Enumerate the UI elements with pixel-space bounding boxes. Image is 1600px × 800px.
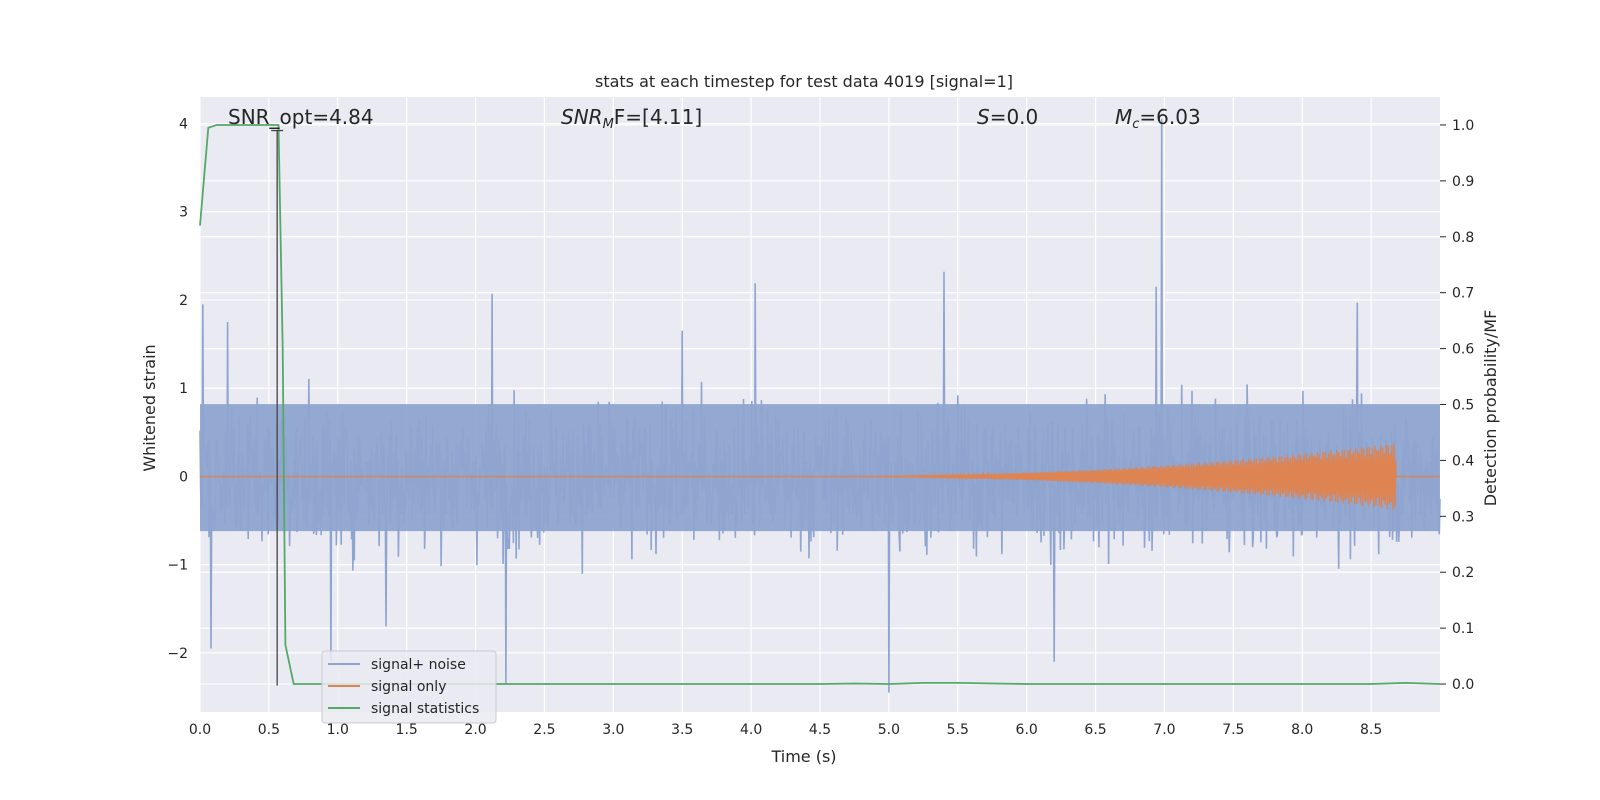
series-signal-only — [200, 443, 1440, 510]
annotation-snr-mf-sub: M — [603, 117, 614, 132]
marker-line — [271, 129, 284, 686]
x-tick-15: 7.5 — [1222, 722, 1244, 738]
x-tick-17: 8.5 — [1360, 722, 1382, 738]
y-tick-0: −2 — [167, 646, 188, 662]
signal-only-line — [200, 443, 1440, 510]
annotation-mc: Mc=6.03 — [1115, 105, 1201, 132]
annotation-snr-opt: SNR_opt=4.84 — [228, 105, 374, 129]
annotation-mc-sub: c — [1132, 117, 1139, 132]
annotation-snr-mf: SNRMF=[4.11] — [561, 105, 702, 132]
y-right-tick-4: 0.4 — [1452, 453, 1474, 469]
y-right-tick-3: 0.3 — [1452, 509, 1474, 525]
legend-label-signal-only: signal only — [371, 679, 446, 695]
x-tick-7: 3.5 — [671, 722, 693, 738]
y-right-tick-6: 0.6 — [1452, 342, 1474, 358]
y-right-tick-0: 0.0 — [1452, 677, 1474, 693]
x-tick-6: 3.0 — [602, 722, 624, 738]
y-right-tick-7: 0.7 — [1452, 286, 1474, 302]
noise-line — [199, 119, 1441, 693]
x-axis-ticks: 0.0 0.5 1.0 1.5 2.0 2.5 3.0 3.5 4.0 4.5 5.0 5.5 6.0 6… — [189, 722, 1382, 738]
y-right-tick-8: 0.8 — [1452, 230, 1474, 246]
y-right-tick-10: 1.0 — [1452, 118, 1474, 134]
y-right-tick-9: 0.9 — [1452, 174, 1474, 190]
legend-box — [321, 650, 497, 724]
y-axis-label: Whitened strain — [140, 344, 159, 471]
x-tick-1: 0.5 — [258, 722, 280, 738]
x-tick-14: 7.0 — [1153, 722, 1175, 738]
y-tick-6: 4 — [179, 116, 188, 132]
series-signal-statistics — [199, 124, 1441, 685]
annotation-snr-mf-suffix: F=[4.11] — [614, 105, 702, 129]
y-tick-1: −1 — [167, 558, 188, 574]
y-right-tick-2: 0.2 — [1452, 565, 1474, 581]
x-axis-label: Time (s) — [770, 747, 836, 766]
y-axis-right-ticks: 0.0 0.1 0.2 0.3 0.4 0.5 0.6 0.7 0.8 0.9 1.0 — [1440, 118, 1474, 693]
y-tick-2: 0 — [179, 469, 188, 485]
annotation-s-suffix: =0.0 — [990, 105, 1039, 129]
x-tick-0: 0.0 — [189, 722, 211, 738]
annotation-snr-mf-prefix: SNR — [561, 105, 603, 129]
legend: signal+ noise signal only signal statist… — [321, 650, 497, 724]
x-tick-12: 6.0 — [1016, 722, 1038, 738]
x-tick-13: 6.5 — [1084, 722, 1106, 738]
y-right-tick-5: 0.5 — [1452, 398, 1474, 414]
y-axis-right-label: Detection probability/MF — [1481, 310, 1500, 507]
x-tick-4: 2.0 — [464, 722, 486, 738]
annotation-mc-suffix: =6.03 — [1139, 105, 1200, 129]
x-tick-8: 4.0 — [740, 722, 762, 738]
x-tick-3: 1.5 — [396, 722, 418, 738]
y-tick-3: 1 — [179, 381, 188, 397]
annotation-s: S=0.0 — [977, 105, 1038, 129]
annotation-mc-prefix: M — [1115, 105, 1132, 129]
signal-statistics-line — [199, 124, 1441, 685]
chart-title: stats at each timestep for test data 401… — [595, 72, 1013, 91]
y-right-tick-1: 0.1 — [1452, 621, 1474, 637]
x-tick-11: 5.5 — [947, 722, 969, 738]
x-tick-2: 1.0 — [327, 722, 349, 738]
y-tick-5: 3 — [179, 205, 188, 221]
x-tick-5: 2.5 — [533, 722, 555, 738]
legend-label-signal-statistics: signal statistics — [371, 701, 479, 717]
y-tick-4: 2 — [179, 293, 188, 309]
x-tick-16: 8.0 — [1291, 722, 1313, 738]
x-tick-10: 5.0 — [878, 722, 900, 738]
y-axis-ticks: −2 −1 0 1 2 3 4 — [167, 116, 188, 661]
annotation-s-prefix: S — [977, 105, 990, 129]
legend-label-signal-plus-noise: signal+ noise — [371, 657, 466, 673]
x-tick-9: 4.5 — [809, 722, 831, 738]
